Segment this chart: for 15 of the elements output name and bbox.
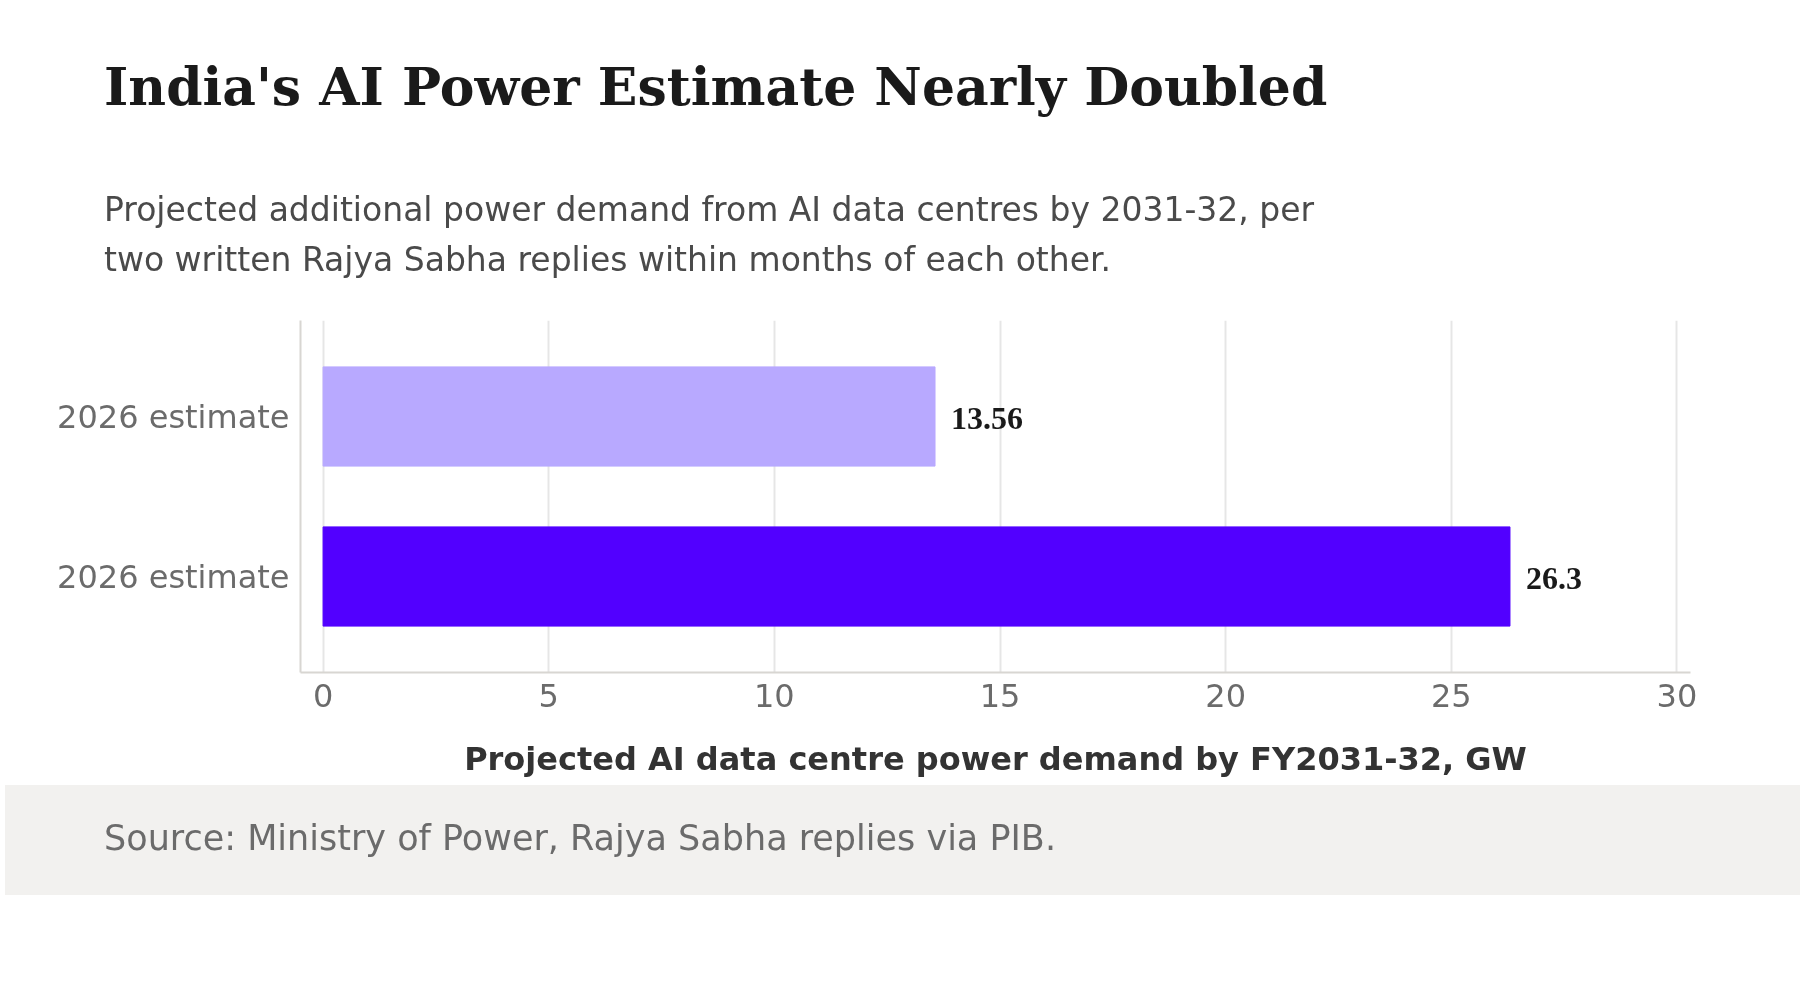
x-tick-label: 25 bbox=[1430, 676, 1472, 715]
data-label: 13.56 bbox=[951, 400, 1024, 436]
x-tick-label: 20 bbox=[1205, 676, 1247, 715]
x-axis-title: Projected AI data centre power demand by FY2031-32, GW bbox=[464, 739, 1527, 778]
x-tick-label: 30 bbox=[1656, 676, 1698, 715]
x-tick-label: 10 bbox=[754, 676, 795, 715]
x-tick-label: 5 bbox=[538, 676, 559, 715]
chart-subtitle: Projected additional power demand from AI data centres by 2031-32, per two written Rajya Sabha replies within months of each other. bbox=[104, 189, 1316, 281]
x-tick-label: 0 bbox=[312, 676, 334, 715]
x-tick-label: 15 bbox=[979, 676, 1021, 715]
y-tick-label: 2026 estimate bbox=[57, 397, 290, 436]
chart-title: India's AI Power Estimate Nearly Doubled bbox=[104, 55, 1328, 119]
source-note: Source: Ministry of Power, Rajya Sabha replies via PIB. bbox=[104, 817, 1057, 860]
data-label: 26.3 bbox=[1525, 560, 1582, 596]
y-tick-label: 2026 estimate bbox=[57, 557, 290, 596]
